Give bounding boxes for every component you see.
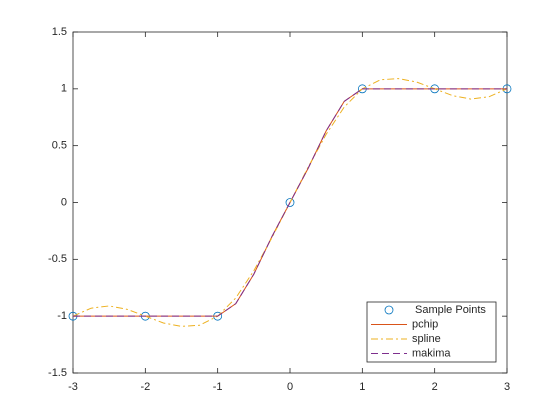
legend-label: pchip [412,318,438,330]
x-tick-label: 0 [287,381,293,393]
legend-label: spline [412,333,441,345]
legend-box [366,301,497,363]
y-tick-label: -1 [57,310,67,322]
y-tick-label: 0 [61,196,67,208]
y-tick-label: -1.5 [48,367,67,379]
x-tick-label: -2 [140,381,150,393]
x-tick-label: -3 [68,381,78,393]
sample-point [285,198,295,207]
x-tick-label: 1 [359,381,365,393]
legend-label: Sample Points [415,304,486,316]
legend-marker [384,305,394,315]
legend-label: makima [412,347,451,359]
x-tick-label: 3 [504,381,510,393]
y-tick-label: 1.5 [52,26,67,38]
legend: Sample Points pchip spline makima [366,301,497,363]
y-tick-label: -0.5 [48,253,67,265]
curve [73,88,507,317]
y-tick-label: 1 [61,83,67,95]
x-tick-label: -1 [213,381,223,393]
x-tick-label: 2 [432,381,438,393]
y-tick-label: 0.5 [52,140,67,152]
